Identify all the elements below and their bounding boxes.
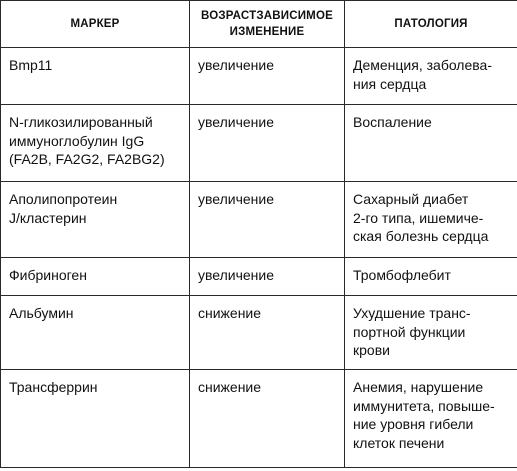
cell-pathology: Деменция, заболева- ния сердца (344, 47, 517, 105)
cell-marker: Фибриноген (0, 257, 190, 296)
header-change-label: ВОЗРАСТЗАВИСИМОЕ ИЗМЕНЕНИЕ (201, 10, 333, 38)
table-row: Bmp11 увеличение Деменция, заболева- ния… (0, 47, 517, 105)
cell-pathology-text: Сахарный диабет 2-го типа, ишемиче- ская… (353, 191, 489, 244)
cell-marker-text: Альбумин (9, 305, 74, 321)
cell-change-text: снижение (198, 379, 262, 395)
cell-change-text: увеличение (198, 267, 275, 283)
cell-pathology: Тромбофлебит (344, 257, 517, 296)
table-row: Альбумин снижение Ухудшение транс- портн… (0, 295, 517, 370)
table-row: Фибриноген увеличение Тромбофлебит (0, 257, 517, 296)
cell-pathology-text: Деменция, заболева- ния сердца (353, 57, 492, 92)
cell-pathology: Воспаление (344, 104, 517, 182)
cell-change: увеличение (189, 181, 345, 258)
header-pathology-label: ПАТОЛОГИЯ (394, 18, 468, 30)
cell-change-text: увеличение (198, 191, 275, 207)
cell-change: увеличение (189, 104, 345, 182)
cell-pathology-text: Воспаление (353, 114, 432, 130)
header-change: ВОЗРАСТЗАВИСИМОЕ ИЗМЕНЕНИЕ (189, 0, 345, 48)
cell-pathology-text: Анемия, нарушение иммунитета, повыше- ни… (353, 379, 495, 451)
table-row: Аполипопротеин J/кластерин увеличение Са… (0, 181, 517, 258)
table-row: Трансферрин снижение Анемия, нарушение и… (0, 369, 517, 468)
header-marker-label: МАРКЕР (70, 18, 120, 30)
header-pathology: ПАТОЛОГИЯ (344, 0, 517, 48)
header-row: МАРКЕР ВОЗРАСТЗАВИСИМОЕ ИЗМЕНЕНИЕ ПАТОЛО… (0, 0, 517, 48)
table-header: МАРКЕР ВОЗРАСТЗАВИСИМОЕ ИЗМЕНЕНИЕ ПАТОЛО… (0, 0, 517, 48)
cell-marker: Аполипопротеин J/кластерин (0, 181, 190, 258)
cell-marker: Трансферрин (0, 369, 190, 468)
cell-marker-text: Bmp11 (9, 57, 53, 73)
table-body: Bmp11 увеличение Деменция, заболева- ния… (0, 47, 517, 468)
cell-change: увеличение (189, 257, 345, 296)
cell-pathology: Сахарный диабет 2-го типа, ишемиче- ская… (344, 181, 517, 258)
cell-marker-text: Аполипопротеин J/кластерин (9, 191, 118, 226)
cell-pathology: Анемия, нарушение иммунитета, повыше- ни… (344, 369, 517, 468)
cell-change-text: увеличение (198, 57, 275, 73)
cell-change: снижение (189, 369, 345, 468)
cell-change-text: снижение (198, 305, 262, 321)
cell-change-text: увеличение (198, 114, 275, 130)
cell-pathology-text: Ухудшение транс- портной функции крови (353, 305, 471, 358)
cell-marker-text: Фибриноген (9, 267, 87, 283)
cell-marker-text: N-гликозилированный иммуноглобулин IgG (… (9, 114, 165, 167)
cell-marker: N-гликозилированный иммуноглобулин IgG (… (0, 104, 190, 182)
table-row: N-гликозилированный иммуноглобулин IgG (… (0, 104, 517, 182)
cell-marker-text: Трансферрин (9, 379, 98, 395)
cell-change: снижение (189, 295, 345, 370)
cell-pathology: Ухудшение транс- портной функции крови (344, 295, 517, 370)
cell-pathology-text: Тромбофлебит (353, 267, 451, 283)
cell-change: увеличение (189, 47, 345, 105)
header-marker: МАРКЕР (0, 0, 190, 48)
cell-marker: Альбумин (0, 295, 190, 370)
cell-marker: Bmp11 (0, 47, 190, 105)
